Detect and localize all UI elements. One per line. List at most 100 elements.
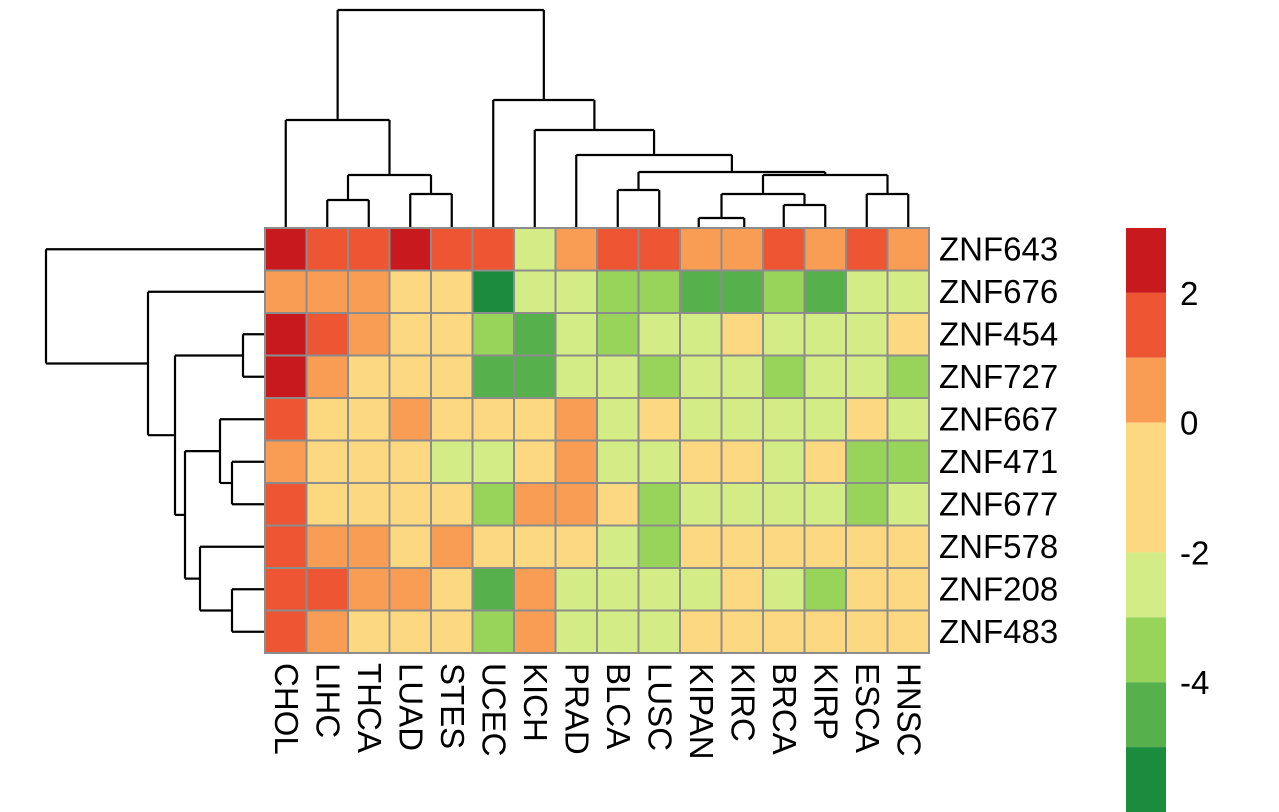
heatmap-cell-ZNF643-KICH: [513, 227, 557, 272]
heatmap-cell-ZNF578-BRCA: [762, 524, 806, 569]
heatmap-cell-ZNF578-UCEC: [471, 524, 515, 569]
heatmap-cell-ZNF471-CHOL: [264, 439, 308, 484]
heatmap-cell-ZNF208-THCA: [347, 567, 391, 612]
heatmap-cell-ZNF727-LUAD: [388, 354, 432, 399]
heatmap-cell-ZNF676-KIRP: [803, 269, 847, 314]
heatmap-cell-ZNF676-LUAD: [388, 269, 432, 314]
row-dendrogram: [44, 248, 265, 633]
heatmap-cell-ZNF471-STES: [430, 439, 474, 484]
heatmap-cell-ZNF483-ESCA: [845, 609, 889, 654]
column-label-LUSC: LUSC: [641, 663, 678, 751]
heatmap-cell-ZNF667-UCEC: [471, 397, 515, 442]
heatmap-cell-ZNF727-BLCA: [596, 354, 640, 399]
heatmap-cell-ZNF483-CHOL: [264, 609, 308, 654]
heatmap-cell-ZNF667-HNSC: [886, 397, 930, 442]
heatmap-cell-ZNF667-BLCA: [596, 397, 640, 442]
heatmap-cell-ZNF454-KICH: [513, 312, 557, 357]
row-label-ZNF677: ZNF677: [939, 485, 1058, 522]
row-label-ZNF454: ZNF454: [939, 315, 1058, 352]
heatmap-cell-ZNF677-STES: [430, 482, 474, 527]
heatmap-cell-ZNF208-UCEC: [471, 567, 515, 612]
heatmap-cell-ZNF643-CHOL: [264, 227, 308, 272]
heatmap-cell-ZNF643-PRAD: [554, 227, 598, 272]
heatmap-cell-ZNF643-LUAD: [388, 227, 432, 272]
heatmap-cell-ZNF578-ESCA: [845, 524, 889, 569]
heatmap-cell-ZNF643-THCA: [347, 227, 391, 272]
heatmap-cell-ZNF727-BRCA: [762, 354, 806, 399]
heatmap-cell-ZNF727-LUSC: [637, 354, 681, 399]
legend-tick-label-1: 0: [1180, 405, 1198, 442]
column-label-STES: STES: [434, 663, 471, 749]
heatmap-cell-ZNF643-HNSC: [886, 227, 930, 272]
heatmap-cell-ZNF676-THCA: [347, 269, 391, 314]
legend-swatch-1: [1126, 292, 1166, 358]
heatmap-cell-ZNF483-LUSC: [637, 609, 681, 654]
heatmap-cell-ZNF578-KICH: [513, 524, 557, 569]
legend-swatch-5: [1126, 617, 1166, 683]
heatmap-cell-ZNF483-KIRP: [803, 609, 847, 654]
heatmap-cell-ZNF454-KIPAN: [679, 312, 723, 357]
heatmap-cell-ZNF676-STES: [430, 269, 474, 314]
column-label-BLCA: BLCA: [600, 663, 637, 749]
heatmap-cell-ZNF471-LUSC: [637, 439, 681, 484]
heatmap-cell-ZNF677-BLCA: [596, 482, 640, 527]
heatmap-cell-ZNF471-LUAD: [388, 439, 432, 484]
heatmap-cell-ZNF208-BRCA: [762, 567, 806, 612]
heatmap-cell-ZNF727-LIHC: [305, 354, 349, 399]
heatmap-cell-ZNF643-KIRC: [720, 227, 764, 272]
heatmap-cell-ZNF667-LIHC: [305, 397, 349, 442]
heatmap-cell-ZNF667-PRAD: [554, 397, 598, 442]
heatmap-cell-ZNF667-BRCA: [762, 397, 806, 442]
heatmap-cell-ZNF727-THCA: [347, 354, 391, 399]
heatmap-cell-ZNF454-THCA: [347, 312, 391, 357]
heatmap-cell-ZNF676-KIRC: [720, 269, 764, 314]
heatmap-cell-ZNF677-LUSC: [637, 482, 681, 527]
heatmap-cell-ZNF483-KIRC: [720, 609, 764, 654]
heatmap-cell-ZNF471-KIPAN: [679, 439, 723, 484]
heatmap-cell-ZNF208-HNSC: [886, 567, 930, 612]
column-labels: CHOL LIHC THCA LUAD STES UCEC KICH PRAD BLCA LUSC…: [268, 663, 928, 760]
heatmap-cell-ZNF727-PRAD: [554, 354, 598, 399]
legend-swatch-7: [1126, 747, 1166, 812]
heatmap-cell-ZNF578-LUSC: [637, 524, 681, 569]
heatmap-cell-ZNF471-THCA: [347, 439, 391, 484]
heatmap-cell-ZNF578-KIPAN: [679, 524, 723, 569]
heatmap-cell-ZNF667-LUSC: [637, 397, 681, 442]
heatmap-cell-ZNF208-KIRC: [720, 567, 764, 612]
heatmap-cell-ZNF643-KIPAN: [679, 227, 723, 272]
heatmap-cell-ZNF676-KICH: [513, 269, 557, 314]
heatmap-cell-ZNF677-KIRP: [803, 482, 847, 527]
heatmap-cell-ZNF677-PRAD: [554, 482, 598, 527]
heatmap-cell-ZNF667-THCA: [347, 397, 391, 442]
heatmap-cell-ZNF208-BLCA: [596, 567, 640, 612]
heatmap-cell-ZNF676-HNSC: [886, 269, 930, 314]
heatmap-cell-ZNF454-HNSC: [886, 312, 930, 357]
column-dendrogram: [284, 8, 910, 228]
legend-tick-label-2: -2: [1180, 534, 1209, 571]
row-label-ZNF578: ZNF578: [939, 528, 1058, 565]
column-label-KIRP: KIRP: [807, 663, 844, 740]
heatmap-cell-ZNF208-KIRP: [803, 567, 847, 612]
heatmap-cell-ZNF727-HNSC: [886, 354, 930, 399]
legend-swatch-0: [1126, 228, 1166, 293]
heatmap-cell-ZNF578-THCA: [347, 524, 391, 569]
legend-tick-label-0: 2: [1180, 275, 1198, 312]
heatmap-cell-ZNF677-THCA: [347, 482, 391, 527]
heatmap-cell-ZNF677-KICH: [513, 482, 557, 527]
heatmap-cell-ZNF643-LIHC: [305, 227, 349, 272]
heatmap-cell-ZNF208-ESCA: [845, 567, 889, 612]
heatmap-cell-ZNF667-KICH: [513, 397, 557, 442]
heatmap-cell-ZNF578-KIRC: [720, 524, 764, 569]
column-label-KICH: KICH: [517, 663, 554, 742]
heatmap-cell-ZNF727-STES: [430, 354, 474, 399]
heatmap-cell-ZNF454-UCEC: [471, 312, 515, 357]
heatmap-cell-ZNF454-BLCA: [596, 312, 640, 357]
heatmap-cell-ZNF643-KIRP: [803, 227, 847, 272]
heatmap-cell-ZNF677-HNSC: [886, 482, 930, 527]
heatmap-cell-ZNF578-PRAD: [554, 524, 598, 569]
legend-tick-label-3: -4: [1180, 664, 1209, 701]
column-label-KIRC: KIRC: [724, 663, 761, 742]
heatmap-cell-ZNF483-KICH: [513, 609, 557, 654]
heatmap-cell-ZNF676-KIPAN: [679, 269, 723, 314]
heatmap-cell-ZNF578-CHOL: [264, 524, 308, 569]
